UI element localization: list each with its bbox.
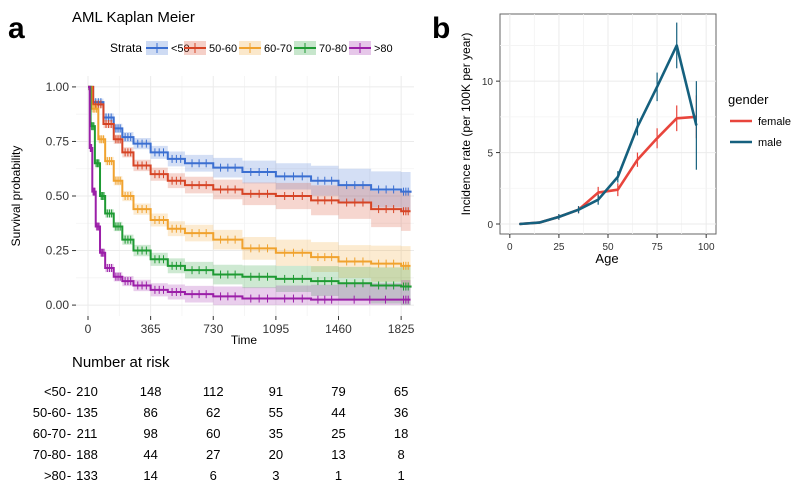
risk-row-label: 50-60	[33, 405, 66, 420]
km-y-tick-label: 0.75	[46, 134, 70, 148]
km-legend-title: Strata	[110, 41, 142, 55]
risk-cell: 91	[269, 384, 283, 399]
risk-cell: 13	[331, 447, 345, 462]
risk-table: Number at risk <50-210 148 112 91 79 6550-60-…	[33, 354, 409, 483]
km-x-tick-label: 365	[141, 322, 161, 336]
km-legend: Strata <50 50-60 60-70 70-80 >80	[110, 41, 393, 55]
risk-cell: 20	[269, 447, 283, 462]
risk-row-label: 70-80	[33, 447, 66, 462]
risk-cell: 36	[394, 405, 408, 420]
risk-table-title: Number at risk	[72, 354, 170, 371]
risk-cell: 60	[206, 426, 220, 441]
km-title: AML Kaplan Meier	[72, 9, 195, 26]
risk-cell: 65	[394, 384, 408, 399]
km-panel: AML Kaplan Meier Strata <50 50-60 60-70 70-…	[9, 9, 415, 347]
km-x-axis-label: Time	[231, 333, 258, 347]
incidence-legend-label-female: female	[758, 116, 791, 128]
risk-cell: 44	[143, 447, 157, 462]
risk-row-dash: -	[67, 384, 71, 399]
km-x-tick-label: 1460	[325, 322, 352, 336]
km-legend-label-3: 70-80	[319, 43, 347, 55]
incidence-x-tick-label: 0	[507, 242, 513, 253]
km-y-tick-label: 0.00	[46, 298, 70, 312]
km-legend-label-0: <50	[171, 43, 190, 55]
km-curve-0	[88, 85, 412, 193]
km-curve-4	[88, 85, 411, 301]
panel-b-letter: b	[432, 12, 450, 45]
risk-cell: 8	[398, 447, 405, 462]
km-curve-3	[88, 85, 412, 288]
km-y-tick-label: 0.25	[46, 244, 70, 258]
risk-cell: 211	[77, 426, 98, 441]
risk-cell: 55	[269, 405, 283, 420]
km-x-tick-label: 730	[203, 322, 223, 336]
incidence-line-male	[519, 44, 698, 226]
km-x-tick-label: 1825	[388, 322, 415, 336]
risk-cell: 44	[331, 405, 345, 420]
risk-cell: 79	[331, 384, 345, 399]
km-legend-label-4: >80	[374, 43, 393, 55]
risk-cell: 14	[143, 468, 157, 483]
incidence-y-tick-label: 10	[482, 77, 494, 88]
km-legend-label-2: 60-70	[264, 43, 292, 55]
risk-row-dash: -	[67, 468, 71, 483]
incidence-panel: 0 25 50 75 100 0 5 10 Incidence rate (per 100K …	[459, 13, 791, 266]
incidence-legend-label-male: male	[758, 137, 782, 149]
risk-cell: 1	[398, 468, 405, 483]
incidence-y-axis-label: Incidence rate (per 100K per year)	[459, 33, 473, 216]
incidence-legend-title: gender	[728, 92, 769, 107]
km-ci-band-1	[88, 86, 411, 231]
incidence-y-tick-label: 0	[487, 220, 493, 231]
risk-cell: 135	[76, 405, 98, 420]
incidence-x-tick-label: 25	[553, 242, 565, 253]
risk-cell: 210	[76, 384, 98, 399]
risk-cell: 18	[394, 426, 408, 441]
km-x-tick-label: 0	[85, 322, 92, 336]
risk-cell: 188	[76, 447, 98, 462]
incidence-x-tick-label: 75	[652, 242, 664, 253]
km-y-tick-label: 0.50	[46, 189, 70, 203]
risk-cell: 35	[269, 426, 283, 441]
risk-cell: 1	[335, 468, 342, 483]
panel-a-letter: a	[8, 12, 25, 45]
km-ci-band-2	[88, 86, 411, 286]
risk-cell: 3	[272, 468, 279, 483]
risk-cell: 62	[206, 405, 220, 420]
km-y-tick-label: 1.00	[46, 80, 70, 94]
incidence-y-tick-label: 5	[487, 149, 493, 160]
incidence-x-tick-label: 50	[602, 242, 614, 253]
risk-cell: 98	[143, 426, 157, 441]
risk-row-label: >80	[44, 468, 66, 483]
km-y-axis-label: Survival probability	[9, 146, 23, 247]
km-legend-label-1: 50-60	[209, 43, 237, 55]
risk-cell: 27	[206, 447, 220, 462]
km-x-tick-label: 1095	[263, 322, 290, 336]
risk-row-label: 60-70	[33, 426, 66, 441]
incidence-x-axis-label: Age	[595, 251, 618, 266]
incidence-x-tick-label: 100	[698, 242, 715, 253]
incidence-legend: gender female male	[728, 92, 791, 149]
risk-row-dash: -	[67, 405, 71, 420]
risk-cell: 86	[143, 405, 157, 420]
risk-cell: 112	[203, 384, 224, 399]
risk-row-dash: -	[67, 447, 71, 462]
risk-row-label: <50	[44, 384, 66, 399]
risk-row-dash: -	[67, 426, 71, 441]
risk-cell: 25	[331, 426, 345, 441]
risk-cell: 148	[140, 384, 162, 399]
risk-cell: 6	[210, 468, 217, 483]
km-curve-1	[88, 85, 411, 213]
risk-cell: 133	[76, 468, 98, 483]
